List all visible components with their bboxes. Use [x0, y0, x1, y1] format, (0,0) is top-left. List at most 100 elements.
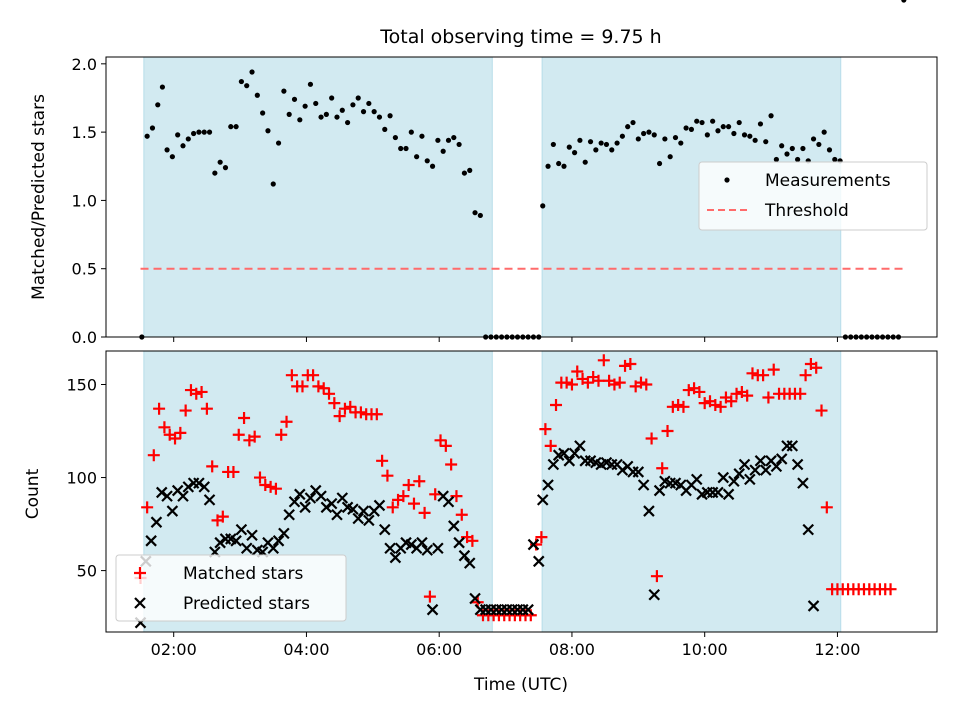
predicted-star-point — [648, 589, 661, 601]
predicted-star-point — [198, 481, 211, 493]
matched-star-point — [275, 428, 288, 441]
measurement-point — [222, 165, 229, 171]
matched-star-point — [677, 400, 690, 413]
matched-star-point — [328, 397, 341, 410]
matched-star-point — [693, 385, 706, 398]
x-tick-label: 12:00 — [814, 640, 860, 659]
legend-ratio: Measurements Threshold — [698, 161, 928, 231]
predicted-star-point — [235, 523, 248, 536]
measurement-point — [440, 148, 446, 154]
matched-star-point — [238, 411, 251, 424]
measurement-point — [725, 124, 732, 130]
measurement-point — [169, 154, 175, 160]
measurement-point — [752, 137, 758, 143]
matched-star-point — [592, 374, 605, 387]
observing-window — [541, 350, 842, 633]
measurement-point — [678, 140, 684, 146]
matched-star-point — [645, 432, 658, 445]
measurement-point — [672, 134, 679, 141]
measurement-point — [403, 145, 409, 152]
matched-star-point — [216, 510, 229, 523]
predicted-star-point — [426, 603, 439, 616]
predicted-star-point — [246, 529, 258, 542]
predicted-star-point — [653, 484, 666, 497]
measurement-point — [206, 129, 213, 135]
measurement-point — [260, 110, 266, 116]
measurement-point — [254, 92, 260, 98]
y-tick-label: 2.0 — [72, 55, 97, 74]
matched-star-point — [434, 434, 447, 447]
measurement-point — [339, 107, 345, 113]
matched-star-point — [407, 497, 420, 510]
matched-star-point — [682, 384, 695, 397]
measurement-point — [688, 126, 695, 132]
measurement-point — [582, 159, 588, 165]
predicted-star-point — [384, 542, 396, 555]
matched-star-point — [323, 387, 336, 400]
predicted-star-point — [331, 508, 343, 521]
measurement-point — [265, 128, 271, 134]
measurement-point — [789, 145, 795, 152]
matched-star-point — [539, 423, 552, 436]
matched-star-point — [169, 432, 182, 445]
measurement-point — [424, 158, 430, 164]
predicted-star-point — [304, 492, 317, 504]
measurement-point — [461, 170, 468, 176]
predicted-star-point — [320, 501, 333, 514]
measurement-point — [387, 113, 393, 119]
measurement-point — [201, 129, 207, 135]
matched-star-point — [206, 460, 219, 473]
measurement-point — [376, 114, 383, 120]
predicted-star-point — [527, 538, 540, 551]
matched-star-point — [613, 376, 626, 389]
measurement-point — [710, 118, 716, 124]
predicted-star-point — [458, 549, 471, 562]
matched-star-point — [317, 382, 330, 395]
matched-star-point — [815, 404, 828, 417]
matched-star-point — [333, 410, 346, 423]
predicted-star-point — [754, 455, 767, 467]
measurement-point — [345, 119, 351, 126]
predicted-star-point — [728, 475, 740, 488]
measurement-point — [768, 113, 774, 119]
predicted-star-point — [182, 481, 195, 493]
predicted-star-point — [775, 453, 788, 465]
y-tick-label: 150 — [66, 375, 97, 394]
measurement-point — [286, 111, 292, 117]
predicted-star-point — [690, 473, 703, 486]
predicted-star-point — [749, 464, 761, 476]
measurement-point — [635, 136, 641, 142]
measurement-point — [699, 119, 705, 126]
predicted-star-point — [336, 492, 349, 504]
measurement-point — [704, 132, 710, 138]
chart-title: Total observing time = 9.75 h — [379, 26, 661, 48]
measurement-point — [556, 160, 562, 167]
measurement-point — [350, 102, 356, 108]
predicted-star-point — [283, 508, 295, 521]
measurement-point — [323, 111, 329, 117]
predicted-star-point — [166, 505, 179, 517]
matched-star-point — [429, 488, 442, 501]
measurement-point — [196, 129, 202, 135]
measurement-point — [159, 84, 166, 90]
predicted-star-point — [744, 473, 756, 486]
measurement-point — [212, 170, 218, 176]
measurement-point — [694, 118, 700, 124]
measurement-point — [800, 145, 806, 152]
measurement-point — [736, 119, 742, 126]
predicted-star-point — [240, 542, 253, 555]
matched-star-point — [466, 534, 479, 547]
legend-label-matched: Matched stars — [183, 564, 303, 584]
legend-marker-measurements — [724, 177, 730, 183]
matched-star-point — [544, 439, 557, 452]
predicted-star-point — [712, 486, 724, 499]
measurement-point — [371, 109, 377, 115]
x-tick-label: 04:00 — [283, 640, 329, 659]
matched-star-point — [195, 385, 208, 398]
predicted-star-point — [389, 551, 402, 564]
measurement-point — [398, 145, 404, 152]
predicted-star-point — [522, 603, 534, 616]
matched-star-point — [307, 369, 320, 382]
matched-star-point — [608, 378, 621, 391]
legend-box — [115, 554, 347, 622]
